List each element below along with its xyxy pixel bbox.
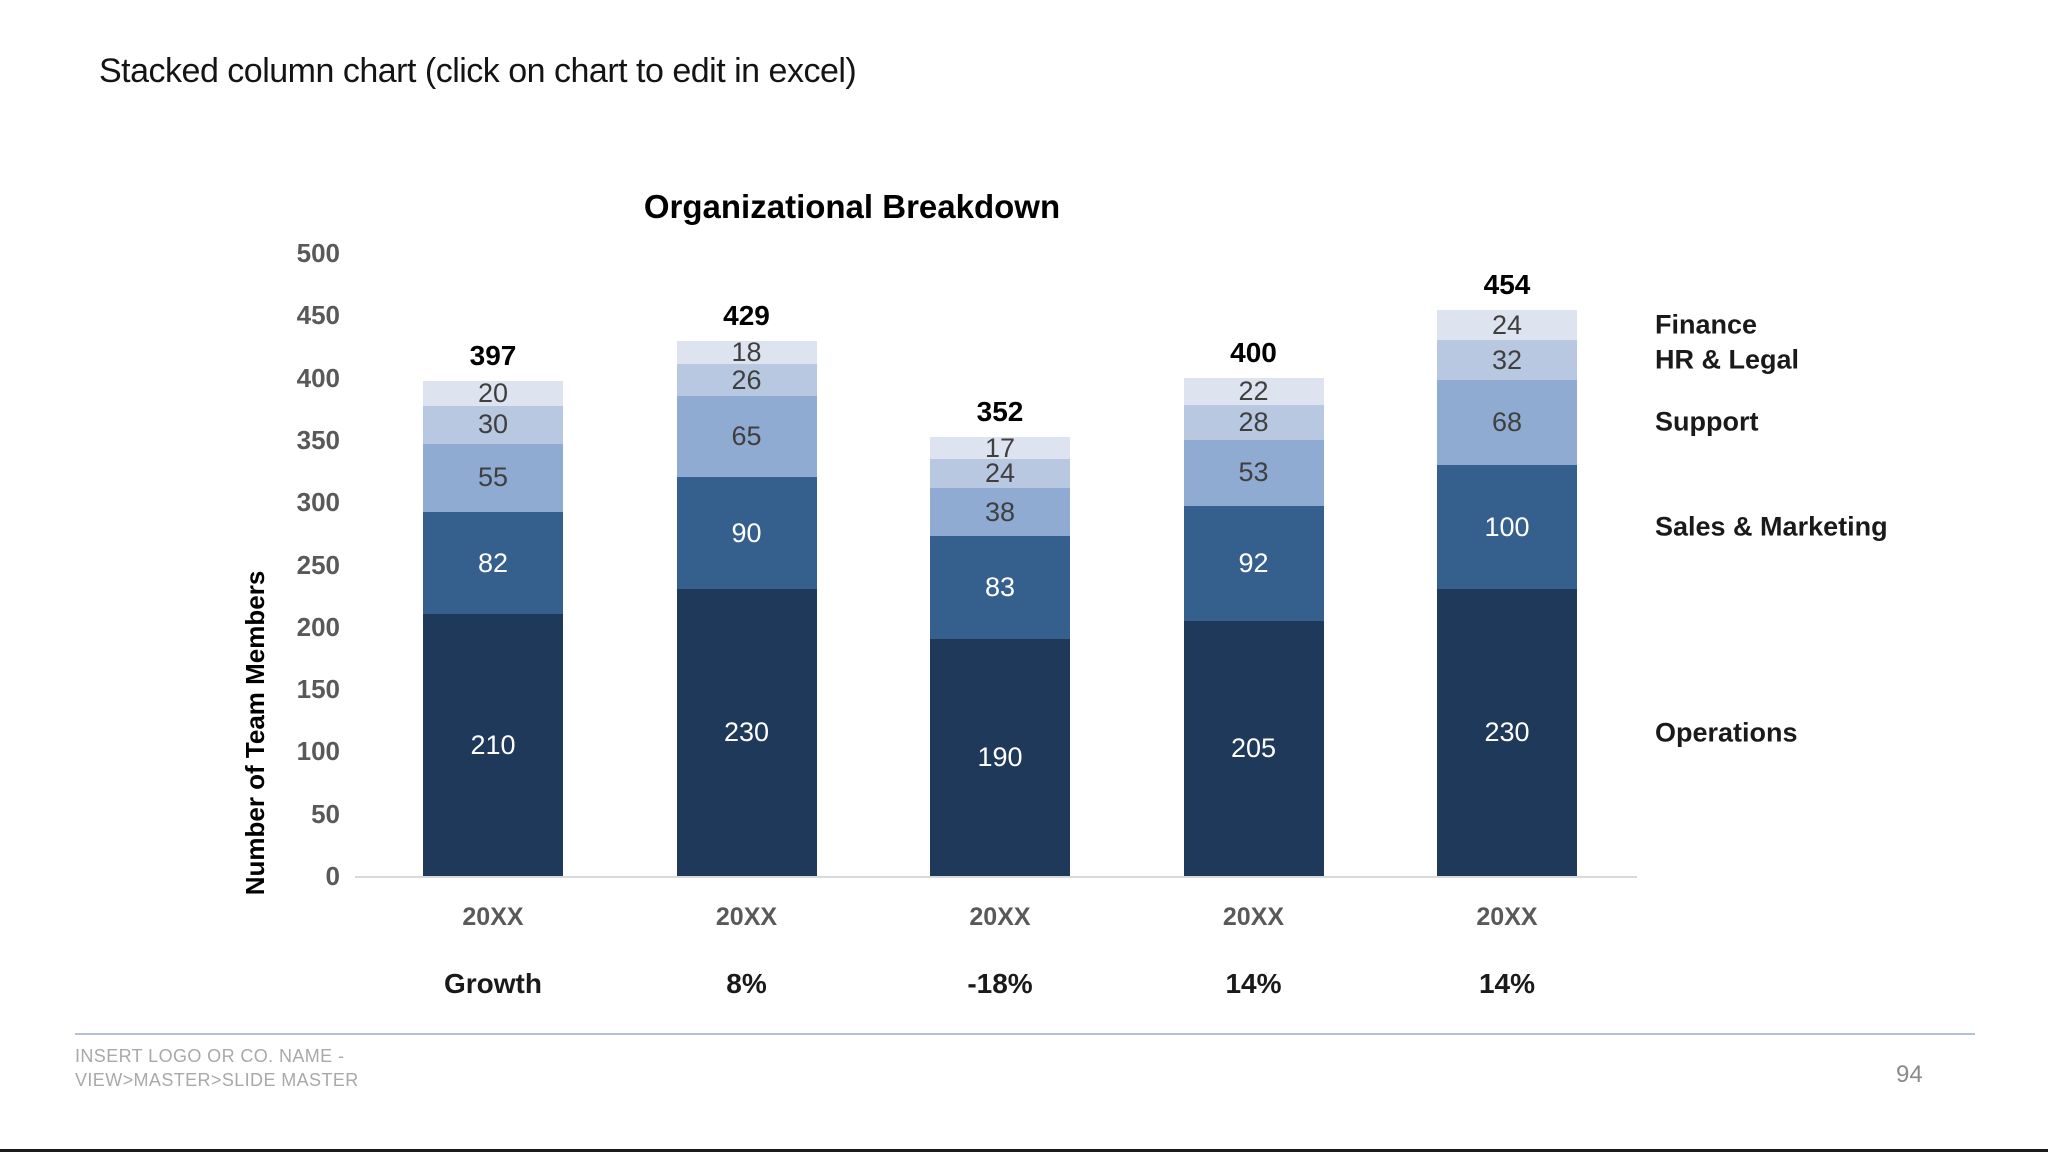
- bar-segment-finance[interactable]: 20: [423, 378, 563, 409]
- segment-value-label: 32: [1491, 344, 1523, 375]
- segment-value-label: 92: [1238, 547, 1269, 578]
- bar-segment-sales-marketing[interactable]: 92: [1183, 505, 1324, 621]
- bar-total-label: 454: [1483, 269, 1531, 301]
- bar-segment-finance[interactable]: 18: [676, 337, 817, 368]
- legend-label-finance: Finance: [1655, 309, 1758, 340]
- bar-segment-sales-marketing[interactable]: 83: [930, 535, 1070, 640]
- bar-segment-operations[interactable]: 205: [1183, 620, 1324, 876]
- slide-title: Stacked column chart (click on chart to …: [99, 52, 857, 90]
- segment-value-label: 24: [1491, 309, 1523, 340]
- bar-segment-hr-legal[interactable]: 28: [1183, 405, 1324, 440]
- bar-segment-support[interactable]: 38: [930, 488, 1070, 536]
- segment-value-label: 100: [1484, 511, 1530, 542]
- y-tick-label: 500: [296, 238, 340, 268]
- bar-segment-support[interactable]: 55: [423, 443, 563, 513]
- bottom-edge-strip: [0, 1149, 2048, 1152]
- segment-value-label: 17: [984, 432, 1016, 463]
- growth-cell: -18%: [967, 968, 1033, 999]
- x-axis-label: 20XX: [1476, 903, 1538, 931]
- bar-segment-sales-marketing[interactable]: 82: [423, 512, 563, 615]
- footer-line-2: VIEW>MASTER>SLIDE MASTER: [75, 1070, 359, 1090]
- y-tick-label: 450: [296, 300, 340, 331]
- y-tick-label: 50: [311, 798, 340, 829]
- growth-cell: 8%: [726, 968, 767, 999]
- segment-value-label: 24: [984, 458, 1016, 489]
- bar-total-label: 400: [1230, 336, 1277, 368]
- bar-total-label: 352: [976, 396, 1024, 428]
- segment-value-label: 83: [984, 572, 1016, 603]
- x-axis-label: 20XX: [715, 903, 778, 931]
- bar-segment-support[interactable]: 65: [676, 396, 817, 478]
- growth-cell: 14%: [1225, 968, 1282, 999]
- x-axis-label: 20XX: [1222, 903, 1285, 931]
- footer-divider: [75, 1033, 1975, 1035]
- legend-label-operations: Operations: [1655, 717, 1798, 748]
- segment-value-label: 28: [1238, 406, 1269, 437]
- segment-value-label: 230: [1484, 717, 1530, 748]
- x-axis-label: 20XX: [462, 903, 524, 931]
- segment-value-label: 53: [1238, 457, 1269, 488]
- footer-line-1: INSERT LOGO OR CO. NAME -: [75, 1046, 345, 1066]
- footer-placeholder-text: INSERT LOGO OR CO. NAME - VIEW>MASTER>SL…: [75, 1044, 359, 1092]
- segment-value-label: 18: [731, 337, 762, 368]
- bar-segment-sales-marketing[interactable]: 90: [676, 477, 817, 590]
- y-tick-label: 250: [296, 549, 340, 580]
- bar-segment-finance[interactable]: 24: [1437, 309, 1577, 341]
- segment-value-label: 55: [477, 462, 509, 493]
- y-tick-label: 200: [296, 611, 340, 642]
- bar-segment-support[interactable]: 53: [1183, 439, 1324, 506]
- bar-segment-hr-legal[interactable]: 32: [1437, 340, 1577, 381]
- bar-segment-hr-legal[interactable]: 30: [423, 406, 563, 444]
- y-tick-label: 400: [296, 362, 340, 393]
- bar-segment-support[interactable]: 68: [1437, 380, 1577, 465]
- growth-cell: 14%: [1478, 968, 1536, 999]
- segment-value-label: 20: [477, 378, 509, 409]
- bar-total-label: 397: [469, 340, 517, 372]
- page-number: 94: [1896, 1061, 1923, 1088]
- bar-segment-operations[interactable]: 190: [930, 639, 1070, 876]
- segment-value-label: 26: [731, 364, 762, 395]
- chart-title: Organizational Breakdown: [643, 188, 1061, 225]
- legend-label-sales-marketing: Sales & Marketing: [1655, 511, 1888, 542]
- bar-segment-operations[interactable]: 210: [423, 614, 563, 876]
- legend-label-hr-legal: HR & Legal: [1655, 344, 1800, 375]
- legend-label-support: Support: [1655, 406, 1759, 437]
- chart-plot-area[interactable]: 210 82 55 30 20 397 230 90 65 26 18 429 190 83 38 24 17 3…: [355, 253, 1637, 878]
- segment-value-label: 82: [477, 547, 509, 578]
- y-tick-label: 350: [296, 424, 340, 455]
- bar-segment-hr-legal[interactable]: 26: [676, 363, 817, 397]
- segment-value-label: 205: [1230, 732, 1277, 763]
- y-tick-label: 0: [325, 861, 340, 891]
- bar-segment-sales-marketing[interactable]: 100: [1437, 464, 1577, 590]
- bar-segment-hr-legal[interactable]: 24: [930, 458, 1070, 489]
- y-tick-label: 150: [296, 674, 340, 705]
- y-tick-label: 300: [296, 487, 340, 518]
- segment-value-label: 30: [477, 409, 509, 440]
- growth-cell: Growth: [444, 968, 542, 999]
- segment-value-label: 65: [731, 421, 762, 452]
- segment-value-label: 90: [731, 517, 762, 548]
- x-axis-label: 20XX: [969, 903, 1031, 931]
- bar-total-label: 429: [723, 300, 770, 332]
- bar-segment-operations[interactable]: 230: [676, 589, 817, 876]
- bar-segment-finance[interactable]: 17: [930, 434, 1070, 461]
- segment-value-label: 38: [984, 496, 1016, 527]
- segment-value-label: 210: [470, 729, 516, 760]
- bar-segment-finance[interactable]: 22: [1183, 375, 1324, 406]
- bar-segment-operations[interactable]: 230: [1437, 589, 1577, 876]
- segment-value-label: 22: [1238, 375, 1269, 406]
- segment-value-label: 190: [977, 742, 1023, 773]
- segment-value-label: 230: [723, 717, 770, 748]
- y-tick-label: 100: [296, 736, 340, 767]
- segment-value-label: 68: [1491, 406, 1523, 437]
